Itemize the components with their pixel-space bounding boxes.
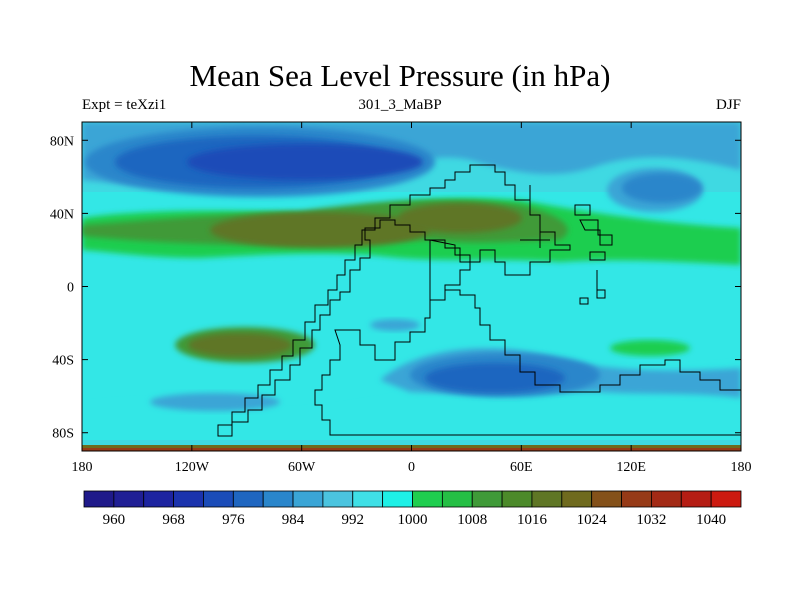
- season-label: DJF: [715, 97, 741, 113]
- colorbar-swatch: [143, 490, 174, 508]
- colorbar-label: 968: [162, 512, 185, 528]
- colorbar-swatch: [203, 490, 234, 508]
- experiment-label: Expt = teXzi1: [82, 97, 167, 113]
- colorbar-swatch: [501, 490, 533, 508]
- chart-title: Mean Sea Level Pressure (in hPa): [189, 58, 611, 93]
- colorbar-swatch: [680, 490, 712, 508]
- colorbar: 960 968 976 984 992 1000 1008 1016 1024 1032 1040: [83, 490, 742, 528]
- colorbar-swatch: [322, 490, 354, 508]
- colorbar-swatch: [292, 490, 324, 508]
- colorbar-label: 1008: [457, 512, 487, 528]
- x-tick-label: 180: [731, 460, 752, 475]
- colorbar-swatch: [441, 490, 473, 508]
- colorbar-swatch: [531, 490, 563, 508]
- colorbar-swatch: [591, 490, 622, 508]
- y-tick-label: 80S: [52, 427, 74, 442]
- colorbar-swatch: [173, 490, 204, 508]
- colorbar-label: 992: [342, 512, 365, 528]
- colorbar-label: 1000: [398, 512, 428, 528]
- colorbar-label: 1032: [636, 512, 666, 528]
- run-label: 301_3_MaBP: [358, 97, 442, 113]
- y-tick-label: 80N: [50, 134, 74, 149]
- colorbar-label: 1016: [517, 512, 548, 528]
- coastlines: [217, 164, 741, 437]
- x-axis: 180 120W 60W 0 60E 120E 180: [72, 122, 752, 475]
- y-tick-label: 40N: [50, 207, 74, 222]
- colorbar-swatch: [651, 490, 682, 508]
- x-tick-label: 60W: [288, 460, 316, 475]
- x-tick-label: 180: [72, 460, 93, 475]
- colorbar-label: 976: [222, 512, 245, 528]
- x-tick-label: 60E: [510, 460, 533, 475]
- colorbar-label: 984: [282, 512, 305, 528]
- y-tick-label: 0: [67, 281, 74, 296]
- colorbar-swatch: [113, 490, 145, 508]
- colorbar-swatch: [710, 490, 742, 508]
- pressure-field: [82, 122, 741, 451]
- y-axis: 80N 40N 0 40S 80S: [50, 134, 741, 442]
- colorbar-swatch: [232, 490, 264, 508]
- colorbar-swatch: [352, 490, 384, 508]
- colorbar-swatch: [471, 490, 503, 508]
- colorbar-label: 1040: [696, 512, 726, 528]
- colorbar-swatch: [412, 490, 443, 508]
- x-tick-label: 120E: [616, 460, 646, 475]
- colorbar-swatch: [561, 490, 593, 508]
- colorbar-swatch: [382, 490, 413, 508]
- x-tick-label: 120W: [175, 460, 210, 475]
- x-tick-label: 0: [408, 460, 415, 475]
- colorbar-swatch: [262, 490, 294, 508]
- colorbar-label: 960: [103, 512, 126, 528]
- colorbar-label: 1024: [577, 512, 608, 528]
- colorbar-swatch: [621, 490, 652, 508]
- y-tick-label: 40S: [52, 354, 74, 369]
- colorbar-swatch: [83, 490, 115, 508]
